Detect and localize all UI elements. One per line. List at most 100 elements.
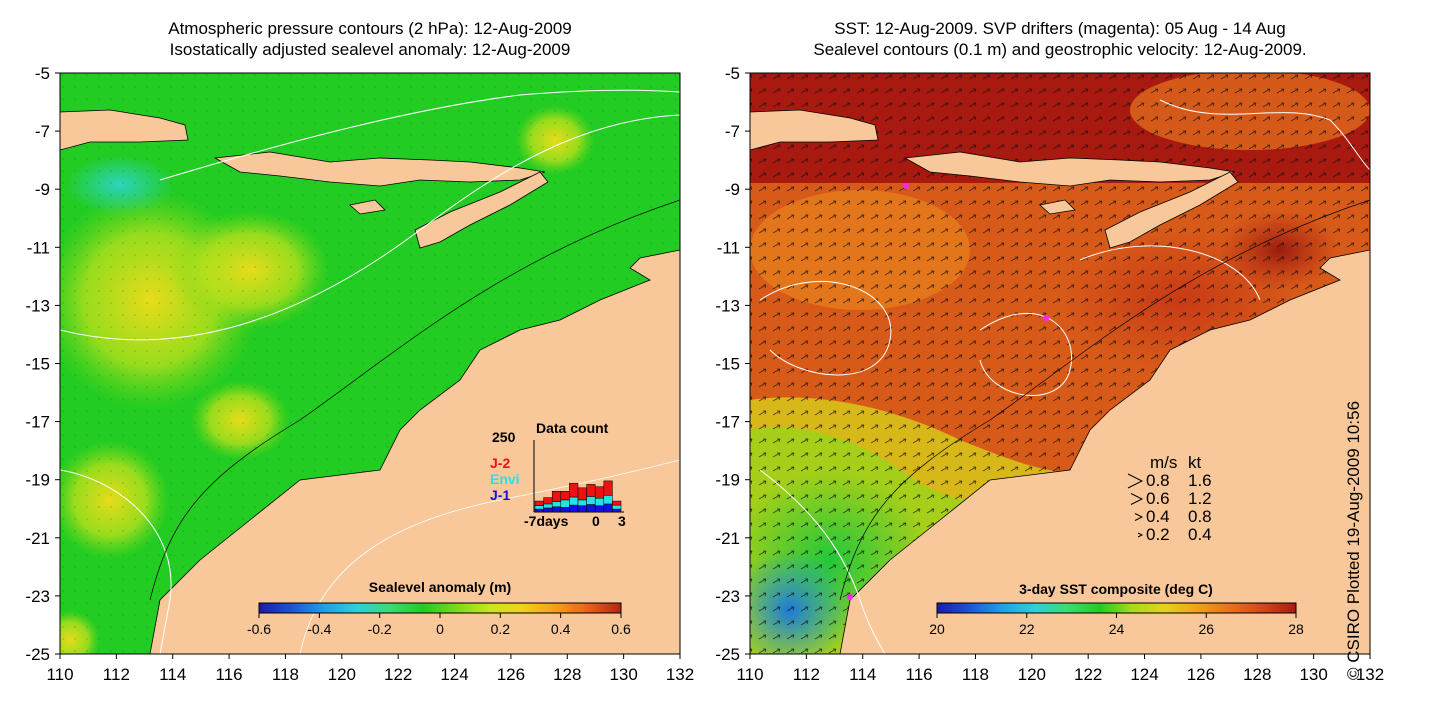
inset-bar-envi — [560, 499, 570, 508]
colorbar-tick-label: 20 — [929, 621, 945, 637]
colorbar-tick-label: -0.2 — [368, 621, 392, 637]
x-tick-label: 118 — [272, 665, 299, 684]
right-sealevel-contour-3 — [1079, 245, 1261, 301]
inset-xlabel-end: 3 — [618, 513, 626, 529]
x-tick-label: 122 — [1074, 665, 1102, 684]
velocity-legend-header-kt: kt — [1188, 453, 1202, 472]
x-tick-label: 120 — [1018, 665, 1046, 684]
x-tick-label: 132 — [1356, 665, 1384, 684]
left-land-australia — [149, 249, 680, 654]
y-tick-label: -21 — [25, 529, 50, 548]
velocity-legend-ms: 0.4 — [1146, 507, 1170, 526]
colorbar-tick-label: 0.6 — [611, 621, 631, 637]
y-tick-label: -19 — [25, 471, 50, 490]
inset-bar-envi — [534, 505, 544, 510]
inset-bar-j1 — [534, 508, 544, 513]
y-tick-label: -25 — [25, 645, 50, 664]
x-tick-label: 112 — [793, 665, 820, 684]
data-count-inset: Data count 250 -7days 0 3 J-2 Envi J-1 — [490, 420, 626, 529]
right-bathymetry-contour — [839, 199, 1370, 601]
right-svp-drifter-3 — [903, 183, 909, 189]
velocity-legend-header-ms: m/s — [1150, 453, 1177, 472]
velocity-legend-ms: 0.2 — [1146, 525, 1170, 544]
y-tick-label: -9 — [35, 180, 50, 199]
inset-legend-j1: J-1 — [490, 487, 510, 503]
y-tick-label: -11 — [27, 238, 50, 257]
right-sealevel-contour-4 — [759, 469, 886, 654]
left-colorbar-title: Sealevel anomaly (m) — [369, 579, 511, 595]
velocity-legend-kt: 0.4 — [1188, 525, 1212, 544]
left-land-java — [60, 109, 189, 151]
inset-title: Data count — [536, 420, 609, 436]
inset-bar-envi — [586, 496, 596, 505]
x-tick-label: 122 — [384, 665, 412, 684]
y-tick-label: -5 — [35, 64, 50, 83]
right-svp-drifter-2 — [847, 594, 853, 600]
right-sealevel-contour-2 — [979, 312, 1072, 396]
inset-bar-envi — [612, 504, 622, 510]
inset-bar-j2 — [569, 482, 579, 498]
inset-bar-j2 — [594, 486, 605, 499]
y-tick-label: -17 — [715, 413, 740, 432]
left-axes: 110 112 114 116 118 120 122 124 126 128 130 132 -5 -7… — [25, 64, 694, 684]
velocity-legend: m/s kt 0.8 1.60.6 1.20.4 0.80.2 0.4 — [1127, 453, 1212, 544]
y-tick-label: -23 — [25, 587, 50, 606]
inset-bar-j1 — [594, 505, 605, 513]
right-axes: 110 112 114 116 118 120 122 124 126 128 130 132 -5 -7… — [715, 64, 1384, 684]
right-land-sumba — [1039, 199, 1076, 215]
y-tick-label: -9 — [725, 180, 740, 199]
y-tick-label: -7 — [35, 122, 50, 141]
x-tick-label: 124 — [1130, 665, 1158, 684]
colorbar-tick-label: 0.4 — [551, 621, 571, 637]
inset-xlabel-start: -7days — [524, 513, 569, 529]
left-colorbar: Sealevel anomaly (m) -0.6 -0.4 -0.2 0 0.2 0.4… — [247, 579, 631, 637]
right-title-line2: Sealevel contours (0.1 m) and geostrophi… — [813, 40, 1307, 59]
right-map-title: SST: 12-Aug-2009. SVP drifters (magenta)… — [730, 18, 1390, 60]
left-title-line1: Atmospheric pressure contours (2 hPa): 1… — [168, 19, 572, 38]
inset-bar-envi — [551, 501, 562, 508]
x-tick-label: 132 — [666, 665, 694, 684]
inset-bar-j2 — [543, 497, 553, 505]
inset-xlabel-zero: 0 — [592, 513, 600, 529]
inset-max-label: 250 — [492, 429, 516, 445]
inset-bar-j1 — [603, 503, 613, 513]
inset-legend-envi: Envi — [490, 471, 520, 487]
x-tick-label: 110 — [46, 665, 73, 684]
left-colorbar-ticks: -0.6 -0.4 -0.2 0 0.2 0.4 0.6 — [247, 613, 631, 637]
left-pressure-contour-2 — [159, 89, 680, 181]
inset-bars — [534, 480, 622, 513]
inset-bar-j1 — [543, 507, 553, 513]
velocity-legend-ms: 0.8 — [1146, 471, 1170, 490]
y-tick-label: -5 — [725, 64, 740, 83]
right-svp-drifter-1 — [1043, 315, 1049, 321]
colorbar-tick-label: 0.2 — [491, 621, 511, 637]
y-tick-label: -21 — [715, 529, 740, 548]
right-colorbar: 3-day SST composite (deg C) 20 22 24 26 28 — [929, 581, 1304, 637]
right-title-line1: SST: 12-Aug-2009. SVP drifters (magenta)… — [834, 19, 1286, 38]
inset-bar-j1 — [551, 506, 562, 513]
velocity-legend-kt: 1.2 — [1188, 489, 1212, 508]
y-tick-label: -25 — [715, 645, 740, 664]
inset-bar-j2 — [612, 500, 622, 506]
x-tick-label: 120 — [328, 665, 356, 684]
x-tick-label: 128 — [553, 665, 581, 684]
y-tick-label: -11 — [717, 238, 740, 257]
inset-bar-envi — [594, 497, 605, 506]
inset-bar-envi — [577, 499, 587, 506]
right-colorbar-ticks: 20 22 24 26 28 — [929, 613, 1304, 637]
y-tick-label: -13 — [715, 296, 740, 315]
colorbar-tick-label: 24 — [1109, 621, 1125, 637]
inset-bar-envi — [543, 503, 553, 509]
x-tick-label: 118 — [962, 665, 989, 684]
x-tick-label: 110 — [736, 665, 763, 684]
inset-bar-j1 — [586, 504, 596, 513]
inset-bar-j2 — [577, 487, 587, 501]
left-pressure-contour-4 — [299, 459, 680, 654]
right-map — [750, 73, 1370, 654]
right-sealevel-contour-5 — [1159, 99, 1370, 171]
right-land-timor — [1104, 171, 1239, 249]
left-land-sumba — [349, 199, 386, 215]
left-colorbar-bar — [258, 602, 622, 614]
left-bathymetry-contour — [149, 199, 680, 601]
